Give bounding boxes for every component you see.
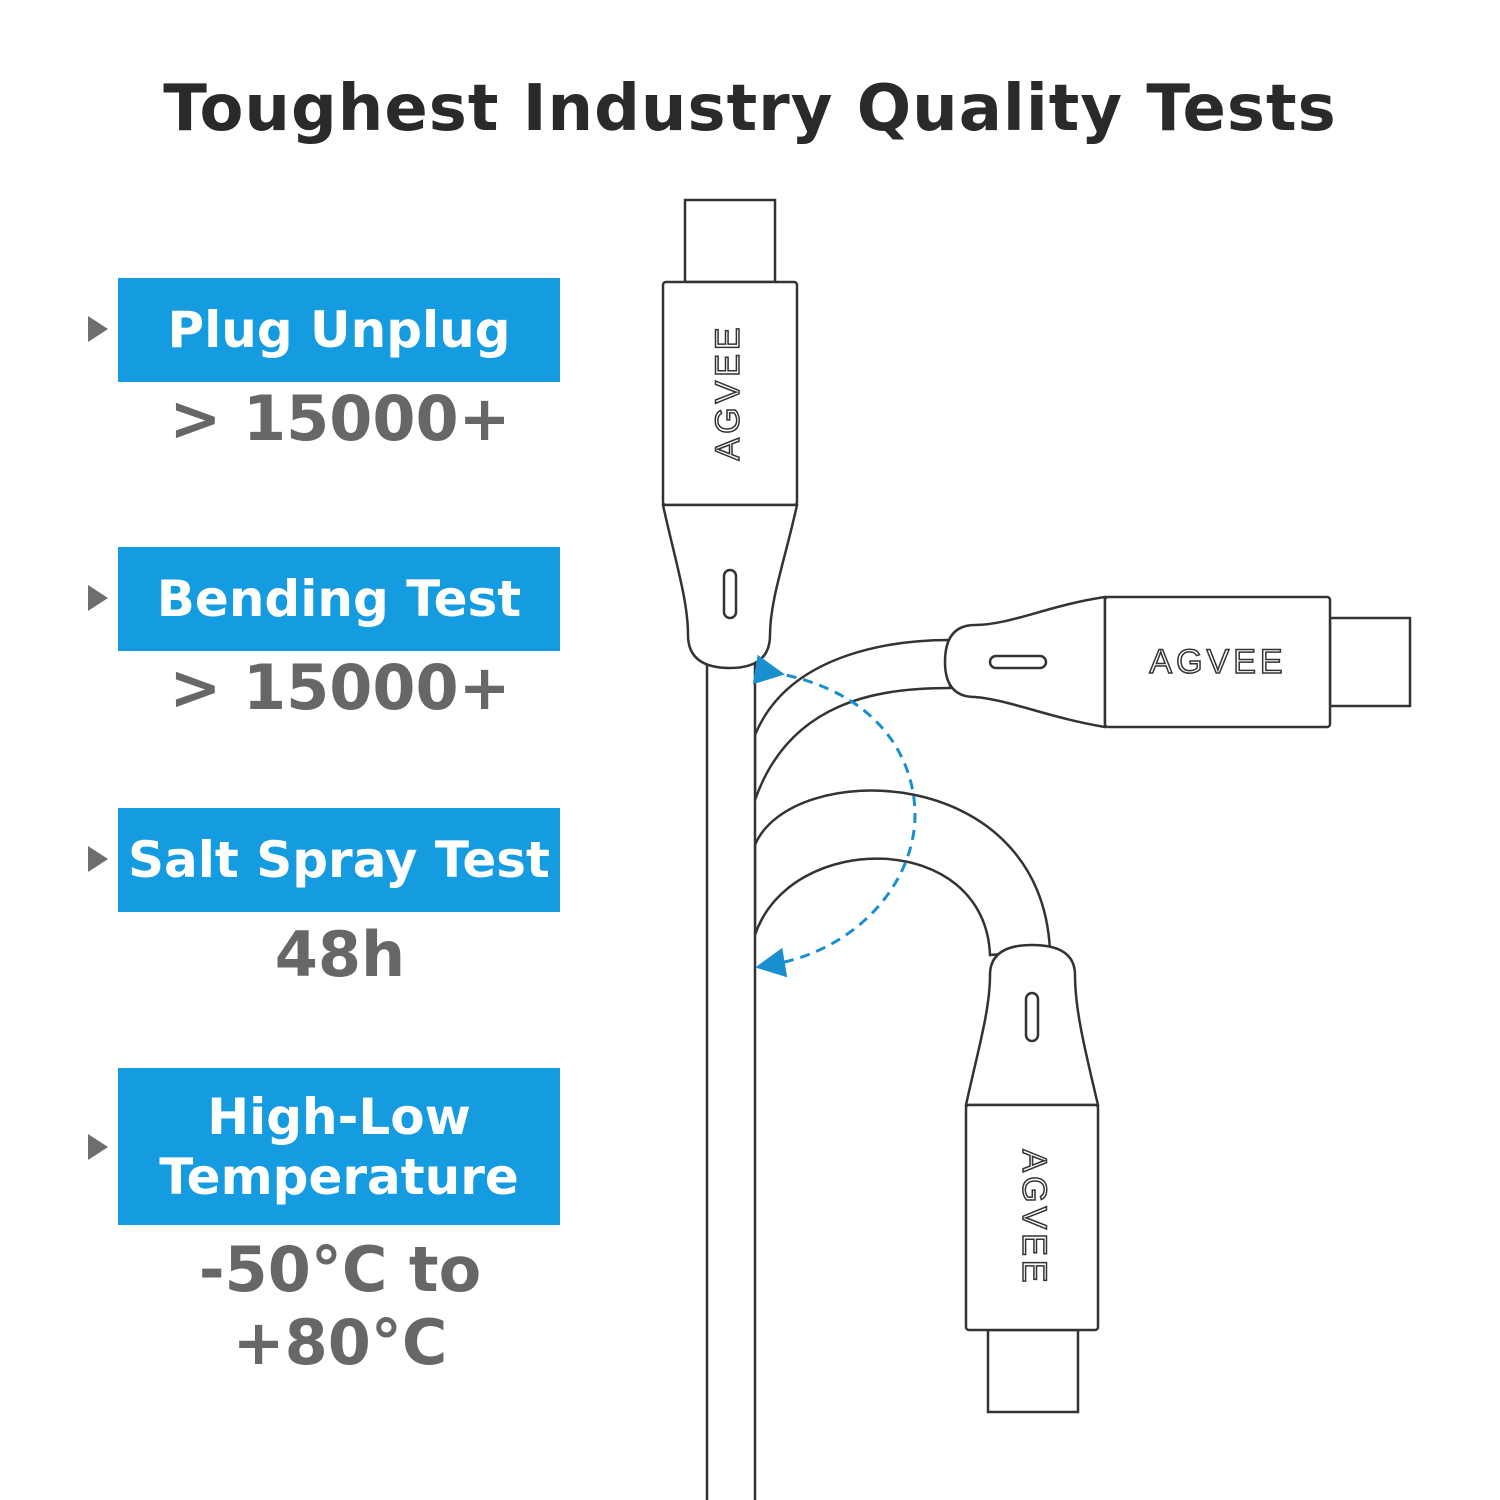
triangle-bullet-icon xyxy=(88,585,108,611)
test-value: > 15000+ xyxy=(169,382,511,455)
page-title: Toughest Industry Quality Tests xyxy=(163,72,1337,146)
triangle-bullet-icon xyxy=(88,1134,108,1160)
brand-logo: AGVEE xyxy=(709,323,747,460)
test-value: 48h xyxy=(274,918,406,991)
usb-c-connector-bottom: AGVEE xyxy=(964,943,1100,1414)
cable-bend-lower xyxy=(753,789,1052,957)
svg-text:AGVEE: AGVEE xyxy=(1149,643,1286,681)
test-label: Salt Spray Test xyxy=(118,808,560,912)
triangle-bullet-icon xyxy=(88,316,108,342)
cable-bend-upper xyxy=(753,638,952,801)
test-label: High-Low Temperature xyxy=(118,1068,560,1225)
test-high-low-temperature: High-Low Temperature -50°C to +80°C xyxy=(85,1068,565,1379)
usb-c-connector-top: AGVEE xyxy=(661,198,799,670)
test-salt-spray: Salt Spray Test 48h xyxy=(85,808,565,1008)
triangle-bullet-icon xyxy=(88,846,108,872)
test-label: Bending Test xyxy=(118,547,560,651)
test-plug-unplug: Plug Unplug > 15000+ xyxy=(85,278,565,478)
test-value: -50°C to +80°C xyxy=(198,1233,482,1379)
test-label: Plug Unplug xyxy=(118,278,560,382)
bend-direction-arrow-icon xyxy=(752,654,917,978)
usb-c-connector-right: AGVEE xyxy=(943,595,1412,729)
test-value: > 15000+ xyxy=(169,651,511,724)
svg-text:AGVEE: AGVEE xyxy=(1015,1149,1053,1286)
test-bending: Bending Test > 15000+ xyxy=(85,547,565,747)
cable-vertical xyxy=(705,653,757,1500)
